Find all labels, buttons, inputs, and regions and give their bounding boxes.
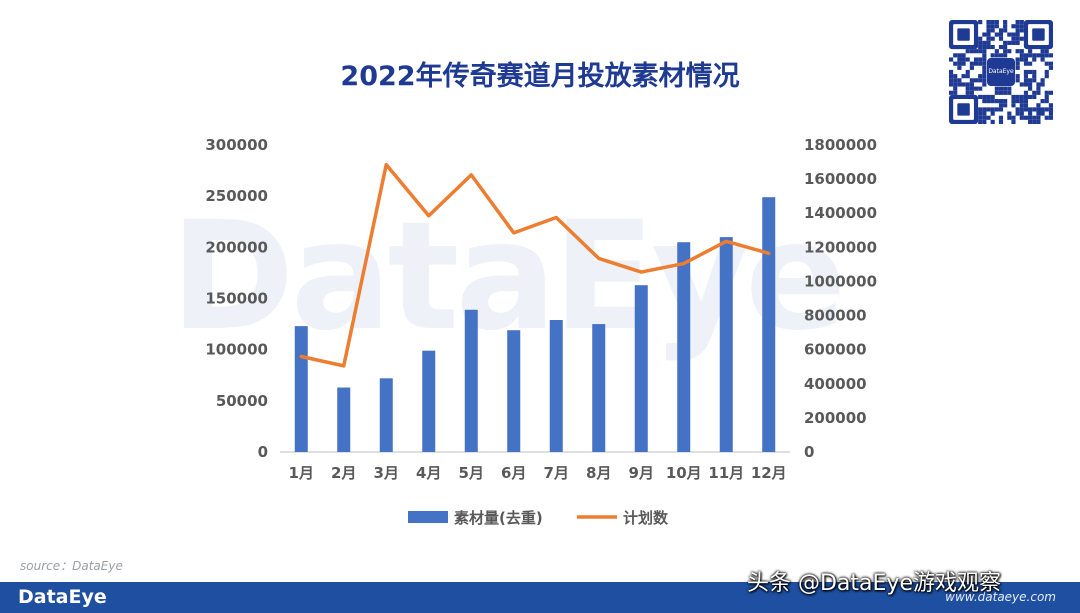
y-left-tick-label: 250000 — [205, 187, 268, 205]
footer-logo: DataEye — [18, 586, 107, 608]
x-tick-label: 12月 — [751, 464, 787, 482]
bar — [379, 378, 393, 452]
y-left-tick-label: 100000 — [205, 341, 268, 359]
x-tick-label: 1月 — [289, 464, 314, 482]
bar — [549, 319, 563, 452]
overlay-brand: 头条 @DataEye游戏观察 — [747, 571, 1001, 596]
bar — [719, 237, 733, 452]
x-tick-label: 3月 — [374, 464, 399, 482]
y-right-tick-label: 0 — [804, 443, 814, 461]
bar — [422, 350, 436, 452]
x-tick-label: 4月 — [416, 464, 441, 482]
y-right-tick-label: 200000 — [804, 409, 867, 427]
x-tick-label: 11月 — [708, 464, 744, 482]
footer-url: www.dataeye.com — [945, 590, 1056, 604]
y-left-tick-label: 200000 — [205, 238, 268, 256]
y-right-tick-label: 1800000 — [804, 136, 877, 154]
qr-logo: DataEye — [987, 58, 1015, 86]
y-right-tick-label: 1200000 — [804, 238, 877, 256]
legend-label-bar: 素材量(去重) — [454, 509, 543, 527]
bar — [762, 197, 776, 452]
y-left-tick-label: 300000 — [205, 136, 268, 154]
bar — [464, 309, 478, 452]
bar — [294, 326, 308, 452]
x-tick-label: 8月 — [586, 464, 611, 482]
source-label: source：DataEye — [20, 559, 123, 573]
legend-swatch-bar — [408, 511, 448, 523]
qr-code: DataEye — [949, 20, 1053, 124]
chart: 0 50000 100000 150000 200000 250000 300000 0 200… — [205, 136, 877, 527]
footer-bar: DataEye www.dataeye.com — [0, 582, 1080, 613]
y-right-tick-label: 1600000 — [804, 170, 877, 188]
bar — [592, 324, 606, 452]
x-tick-label: 6月 — [501, 464, 526, 482]
x-tick-label: 2月 — [331, 464, 356, 482]
y-left-tick-label: 0 — [258, 443, 268, 461]
chart-title: 2022年传奇赛道月投放素材情况 — [340, 61, 740, 92]
x-tick-label: 7月 — [544, 464, 569, 482]
y-right-tick-label: 400000 — [804, 375, 867, 393]
bar — [337, 387, 351, 452]
y-right-tick-label: 1000000 — [804, 272, 877, 290]
bar — [634, 285, 648, 452]
y-left-tick-label: 150000 — [205, 290, 268, 308]
series-line — [299, 162, 771, 368]
bar — [507, 330, 521, 452]
bar — [677, 242, 691, 452]
y-right-tick-label: 800000 — [804, 307, 867, 325]
y-left-tick-label: 50000 — [216, 392, 268, 410]
legend-label-line: 计划数 — [623, 509, 669, 527]
x-tick-label: 5月 — [459, 464, 484, 482]
y-right-tick-label: 1400000 — [804, 204, 877, 222]
y-right-tick-label: 600000 — [804, 341, 867, 359]
x-tick-label: 9月 — [629, 464, 654, 482]
x-tick-label: 10月 — [666, 464, 702, 482]
